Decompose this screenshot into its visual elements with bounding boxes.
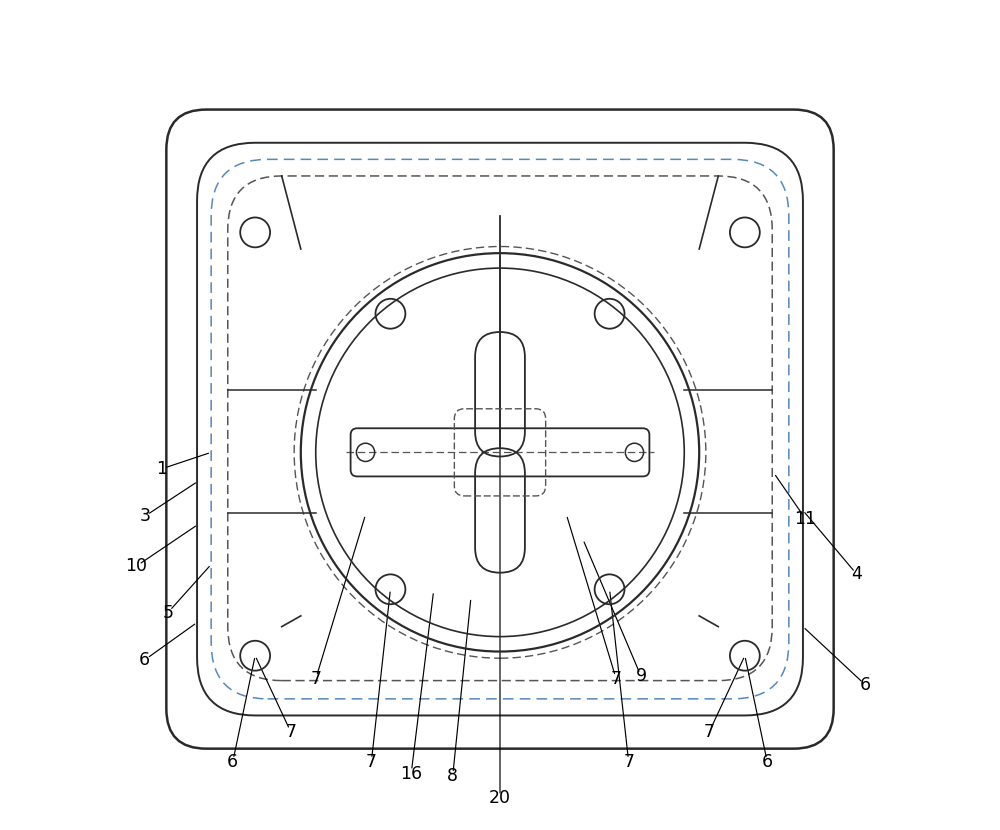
Text: 1: 1 <box>156 460 167 478</box>
Text: 7: 7 <box>623 753 634 771</box>
Text: 6: 6 <box>860 676 871 694</box>
Text: 8: 8 <box>447 767 458 785</box>
Text: 7: 7 <box>310 670 321 688</box>
Text: 7: 7 <box>366 753 377 771</box>
Text: 6: 6 <box>139 651 150 669</box>
Text: 20: 20 <box>489 789 511 808</box>
Text: 10: 10 <box>125 557 147 575</box>
Text: 6: 6 <box>227 753 238 771</box>
Text: 7: 7 <box>285 723 296 741</box>
Text: 6: 6 <box>762 753 773 771</box>
Text: 4: 4 <box>851 565 862 583</box>
Text: 9: 9 <box>636 667 647 686</box>
Text: 5: 5 <box>162 603 174 622</box>
Text: 7: 7 <box>704 723 715 741</box>
Text: 16: 16 <box>400 764 422 783</box>
Text: 3: 3 <box>139 507 150 525</box>
Text: 11: 11 <box>794 510 816 528</box>
Text: 7: 7 <box>611 670 622 688</box>
